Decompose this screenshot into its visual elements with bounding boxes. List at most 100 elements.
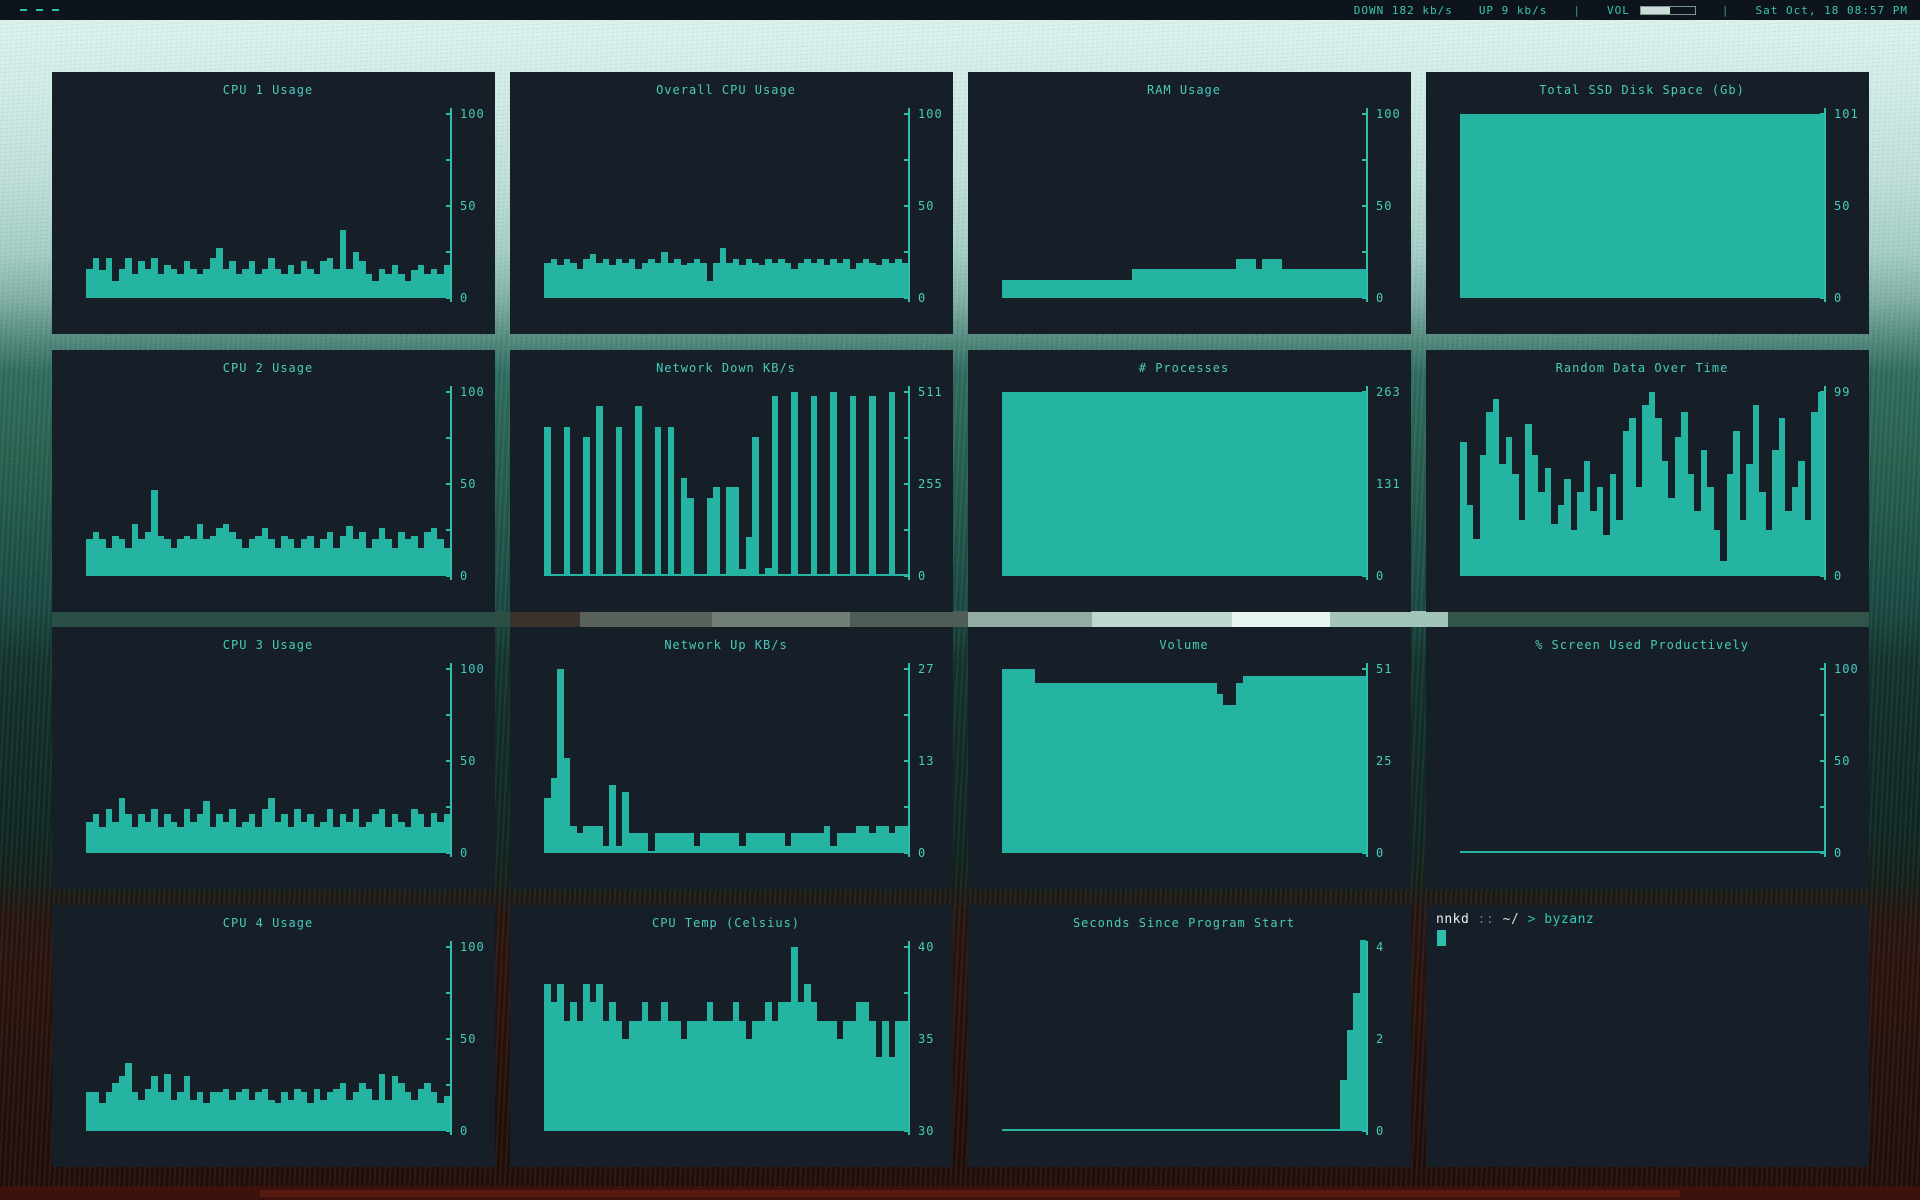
y-axis-tick xyxy=(446,113,451,115)
panel-network-down[interactable]: Network Down KB/s 511 255 0 xyxy=(510,349,953,612)
bar xyxy=(314,1088,320,1131)
bar xyxy=(1262,676,1269,853)
y-axis-label: 50 xyxy=(918,199,935,213)
bar xyxy=(171,1099,177,1131)
bar xyxy=(759,265,765,298)
bar xyxy=(184,261,190,298)
panel-cpu-2-usage[interactable]: CPU 2 Usage 100 50 0 xyxy=(52,349,495,612)
y-axis-tick xyxy=(904,760,909,762)
bar xyxy=(1022,280,1028,298)
panel-cpu-1-usage[interactable]: CPU 1 Usage 100 50 0 xyxy=(52,72,495,334)
y-axis-tick xyxy=(446,945,451,948)
bar xyxy=(1236,259,1243,298)
bar xyxy=(418,1088,424,1131)
bar xyxy=(86,822,93,853)
bar xyxy=(242,547,249,576)
bar xyxy=(132,1091,138,1131)
y-axis-tick xyxy=(446,297,451,299)
bar xyxy=(1792,114,1798,298)
bar xyxy=(765,833,772,853)
bar xyxy=(1545,467,1551,576)
bar xyxy=(635,1020,642,1131)
panel-seconds-since-start[interactable]: Seconds Since Program Start 4 2 0 xyxy=(968,904,1411,1167)
glitch-segment xyxy=(510,611,580,627)
glitch-segment xyxy=(968,611,1092,627)
y-axis-label: 131 xyxy=(1376,476,1401,491)
bar xyxy=(359,531,366,576)
bar xyxy=(1152,391,1158,576)
y-axis xyxy=(1824,108,1826,302)
panel-cpu-4-usage[interactable]: CPU 4 Usage 100 50 0 xyxy=(52,904,495,1167)
bar xyxy=(674,259,681,298)
panel-terminal[interactable]: nnkd :: ~/ > byzanz xyxy=(1426,904,1869,1167)
panel-title: % Screen Used Productively xyxy=(1535,638,1749,652)
bar xyxy=(830,1020,837,1131)
bar xyxy=(275,1102,281,1131)
bar xyxy=(1178,683,1184,853)
bar xyxy=(596,263,603,298)
bar xyxy=(674,833,681,853)
y-axis-label: 100 xyxy=(1376,107,1401,121)
bar xyxy=(444,814,450,853)
terminal-separator: :: xyxy=(1469,911,1503,927)
bar xyxy=(648,259,655,298)
bar xyxy=(1067,280,1074,298)
workspace-dash-ws-1[interactable] xyxy=(20,9,27,11)
panel-cpu-temp[interactable]: CPU Temp (Celsius) 40 35 30 xyxy=(510,904,953,1167)
bar xyxy=(223,822,229,853)
panel-total-ssd-disk-space[interactable]: Total SSD Disk Space (Gb) 101 50 0 xyxy=(1426,72,1869,334)
bar xyxy=(444,265,450,298)
bar xyxy=(177,827,184,853)
bar xyxy=(249,261,255,298)
bar xyxy=(320,822,327,853)
panel-random-data[interactable]: Random Data Over Time 99 0 xyxy=(1426,349,1869,612)
panel-network-up[interactable]: Network Up KB/s 27 13 0 xyxy=(510,627,953,889)
panel-processes[interactable]: # Processes 263 131 0 xyxy=(968,349,1411,612)
workspace-dash-ws-3[interactable] xyxy=(52,9,59,11)
bar xyxy=(1139,269,1145,298)
bar xyxy=(720,248,726,298)
bar xyxy=(431,1091,437,1131)
workspace-dash-ws-2[interactable] xyxy=(36,9,43,11)
bar xyxy=(1243,391,1249,576)
panel-title: CPU 2 Usage xyxy=(222,360,314,375)
bar xyxy=(1028,391,1035,576)
bar xyxy=(294,809,301,853)
y-axis xyxy=(908,940,910,1135)
y-axis-label: 0 xyxy=(1834,846,1843,860)
bar xyxy=(1035,683,1041,853)
terminal-prompt[interactable]: nnkd :: ~/ > byzanz xyxy=(1436,912,1594,927)
bar xyxy=(1701,449,1707,576)
bar xyxy=(882,1020,889,1131)
y-axis-label: 35 xyxy=(918,1031,935,1046)
bar xyxy=(418,265,424,298)
y-axis-tick xyxy=(904,852,909,854)
panel-cpu-3-usage[interactable]: CPU 3 Usage 100 50 0 xyxy=(52,627,495,889)
panel-screen-used-productively[interactable]: % Screen Used Productively 100 50 0 xyxy=(1426,627,1869,889)
bar xyxy=(889,1056,895,1131)
bar xyxy=(694,259,700,298)
panel-overall-cpu-usage[interactable]: Overall CPU Usage 100 50 0 xyxy=(510,72,953,334)
y-axis-tick xyxy=(446,668,451,670)
bar xyxy=(1662,460,1668,576)
bar xyxy=(668,263,674,298)
bar xyxy=(1714,114,1720,298)
bar xyxy=(713,486,720,576)
bar xyxy=(379,809,385,853)
bar xyxy=(1353,391,1360,576)
bar xyxy=(236,538,242,576)
bar xyxy=(687,263,694,298)
bar xyxy=(353,252,359,298)
bar xyxy=(1571,114,1577,298)
panel-ram-usage[interactable]: RAM Usage 100 50 0 xyxy=(968,72,1411,334)
bar xyxy=(1506,114,1512,298)
bar xyxy=(197,814,203,853)
terminal-cursor[interactable] xyxy=(1437,929,1446,946)
bar xyxy=(366,274,372,298)
bar xyxy=(1629,114,1636,298)
volume-slider[interactable] xyxy=(1639,5,1696,15)
bar xyxy=(791,391,798,576)
bar xyxy=(366,822,372,853)
bar xyxy=(739,568,746,576)
panel-volume[interactable]: Volume 51 25 0 xyxy=(968,627,1411,889)
